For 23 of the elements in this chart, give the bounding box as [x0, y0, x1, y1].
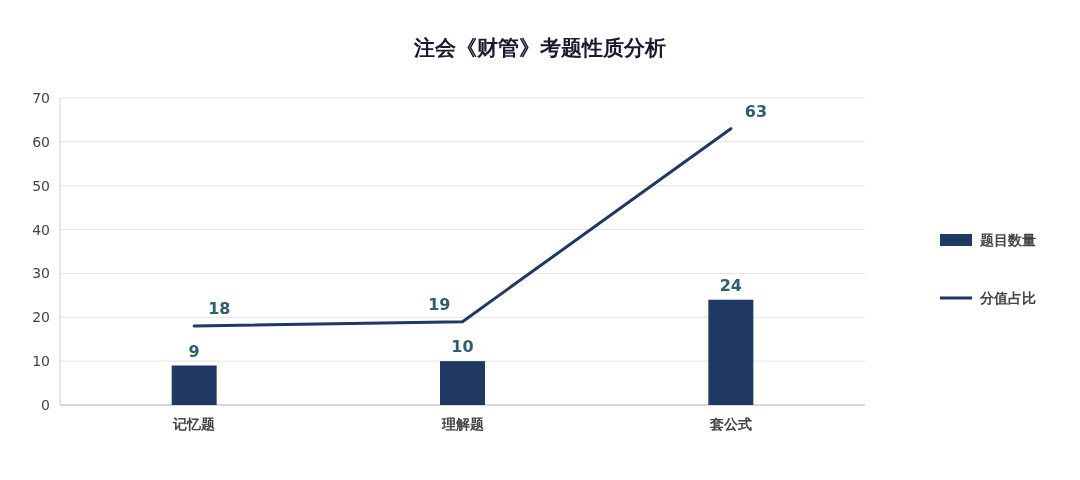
data-label: 18 [208, 299, 231, 319]
legend-label: 分值占比 [979, 290, 1036, 306]
data-label: 24 [719, 275, 742, 295]
data-label: 63 [744, 101, 768, 121]
y-tick-label: 50 [32, 177, 50, 194]
x-tick-label: 理解题 [440, 416, 484, 432]
y-tick-label: 40 [32, 221, 50, 238]
data-label: 19 [428, 294, 451, 314]
y-tick-label: 60 [32, 133, 50, 150]
y-tick-label: 20 [32, 309, 50, 326]
y-tick-label: 30 [32, 265, 50, 282]
x-tick-label: 记忆题 [172, 416, 216, 432]
x-tick-label: 套公式 [708, 416, 752, 432]
chart-title: 注会《财管》考题性质分析 [413, 36, 666, 60]
data-label: 10 [451, 337, 474, 357]
y-tick-label: 10 [32, 353, 50, 370]
y-tick-label: 70 [32, 90, 50, 106]
y-tick-label: 0 [41, 397, 50, 413]
legend-label: 题目数量 [979, 232, 1036, 248]
data-label: 9 [188, 341, 200, 361]
bar [171, 365, 217, 405]
bar [708, 299, 754, 405]
bar [440, 361, 485, 405]
